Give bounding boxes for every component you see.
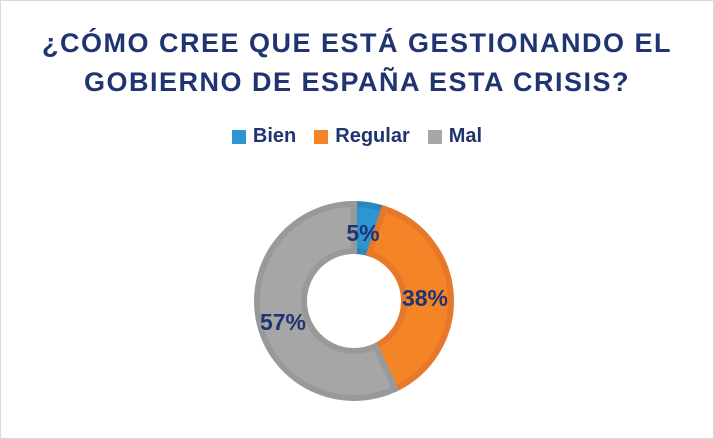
- legend-swatch: [231, 129, 246, 144]
- data-label-mal: 57%: [260, 309, 306, 335]
- legend-item-regular: Regular: [314, 125, 410, 148]
- legend-item-mal: Mal: [427, 125, 483, 148]
- slice-mal: [254, 200, 400, 401]
- legend-label: Bien: [252, 125, 297, 147]
- chart-title-line-1: ¿CÓMO CREE QUE ESTÁ GESTIONANDO EL: [41, 28, 673, 58]
- data-label-bien: 5%: [346, 220, 379, 246]
- legend: Bien Regular Mal: [0, 125, 714, 148]
- legend-item-bien: Bien: [231, 125, 297, 148]
- legend-swatch: [427, 129, 442, 144]
- legend-label: Regular: [335, 125, 410, 147]
- chart-title-line-2: GOBIERNO DE ESPAÑA ESTA CRISIS?: [83, 67, 631, 97]
- slice-regular: [365, 204, 454, 393]
- legend-swatch: [314, 129, 329, 144]
- data-label-regular: 38%: [402, 285, 448, 311]
- legend-label: Mal: [448, 125, 483, 147]
